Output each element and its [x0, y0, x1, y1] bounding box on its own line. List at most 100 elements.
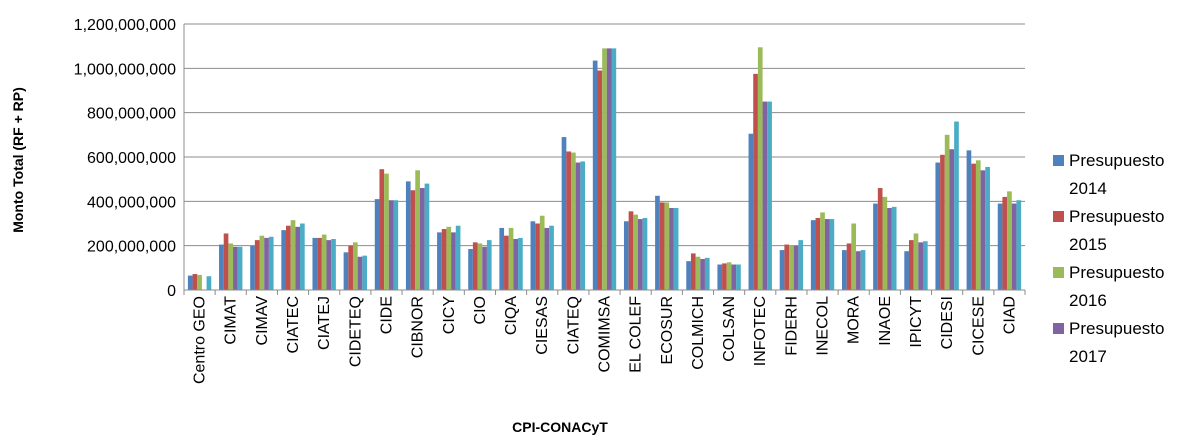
bar [374, 199, 380, 290]
bar [922, 241, 928, 290]
bar [455, 225, 461, 290]
bar [904, 251, 909, 290]
bar [592, 60, 598, 291]
bar [348, 245, 353, 290]
bar [882, 196, 888, 290]
bar [228, 243, 234, 290]
legend-label: Presupuesto [1069, 263, 1164, 282]
bar [842, 250, 847, 290]
bar [824, 219, 830, 290]
bar [405, 181, 411, 290]
bar [704, 257, 710, 290]
bar [851, 223, 857, 290]
bar [580, 161, 586, 290]
bar [290, 220, 296, 290]
legend-label: Presupuesto [1069, 151, 1164, 170]
bar [237, 246, 243, 290]
bar [642, 217, 648, 290]
bar [669, 207, 674, 290]
bar [779, 250, 785, 290]
y-axis-ticks: 0 200,000,000 400,000,000 600,000,000 800,00… [74, 17, 176, 300]
legend-year: 2015 [1069, 235, 1107, 254]
bar [664, 202, 670, 290]
bar [317, 237, 322, 290]
bar [539, 215, 545, 290]
x-tick-label: CIO [472, 296, 489, 324]
y-tick-label: 600,000,000 [87, 150, 176, 167]
bar [571, 152, 576, 290]
x-tick-label: INAOE [877, 296, 894, 346]
bar [860, 250, 866, 290]
bar [913, 233, 919, 290]
bar [530, 221, 536, 290]
x-axis-title: CPI-CONACyT [512, 419, 608, 435]
bar [1011, 203, 1017, 290]
x-tick-label: CICESE [970, 296, 987, 356]
bar [935, 162, 941, 290]
bar [187, 275, 193, 290]
bar [508, 227, 514, 290]
x-tick-label: CIATEJ [316, 296, 333, 350]
bar [762, 101, 768, 290]
bar [726, 262, 732, 290]
bar [820, 212, 825, 290]
bar [566, 151, 572, 290]
x-tick-label: MORA [846, 296, 863, 344]
bar [206, 276, 212, 290]
bar [264, 237, 269, 290]
bar [722, 263, 727, 290]
bar [472, 242, 478, 290]
bar [544, 227, 550, 290]
x-tick-label: ECOSUR [659, 296, 676, 364]
bar [393, 200, 399, 290]
bar [659, 202, 665, 290]
bar [535, 223, 540, 290]
legend-year: 2017 [1069, 347, 1107, 366]
x-tick-label: CIATEQ [565, 296, 582, 354]
bar [891, 206, 897, 290]
x-tick-label: FIDERH [783, 296, 800, 356]
bar [446, 226, 452, 290]
bar [219, 244, 224, 290]
bar [482, 246, 487, 290]
bar [352, 242, 358, 290]
x-tick-label: INFOTEC [752, 296, 769, 366]
bar [504, 235, 509, 290]
legend-swatch [1053, 211, 1064, 222]
bar [477, 243, 483, 290]
x-tick-label: COLMICH [690, 296, 707, 370]
bar [940, 154, 945, 290]
bar [918, 242, 923, 290]
x-tick-label: CIBNOR [410, 296, 427, 358]
bar [197, 274, 202, 290]
bar [793, 245, 799, 290]
x-tick-label: COLSAN [721, 296, 738, 362]
axes [183, 24, 1025, 291]
bar [451, 232, 456, 290]
bar [753, 73, 758, 290]
bar [877, 188, 883, 290]
y-tick-label: 800,000,000 [87, 106, 176, 123]
bar [415, 170, 420, 290]
bar [312, 237, 318, 290]
bar [980, 170, 986, 290]
x-tick-label: CIATEC [285, 296, 302, 353]
bar [695, 256, 701, 290]
bar [736, 264, 741, 290]
legend-swatch [1053, 267, 1064, 278]
x-tick-label: CIDE [378, 296, 395, 334]
legend-swatch [1053, 323, 1064, 334]
bar [717, 264, 723, 290]
x-tick-label: CIQA [503, 296, 520, 335]
x-tick-label: Centro GEO [192, 296, 209, 384]
x-tick-label: CIDETEQ [347, 296, 364, 367]
bar [362, 255, 367, 290]
bar [281, 230, 287, 290]
bar [954, 121, 959, 291]
bar [437, 232, 442, 290]
bar [789, 245, 794, 290]
bar [1007, 191, 1012, 290]
bar [767, 101, 772, 290]
bar [518, 237, 523, 290]
